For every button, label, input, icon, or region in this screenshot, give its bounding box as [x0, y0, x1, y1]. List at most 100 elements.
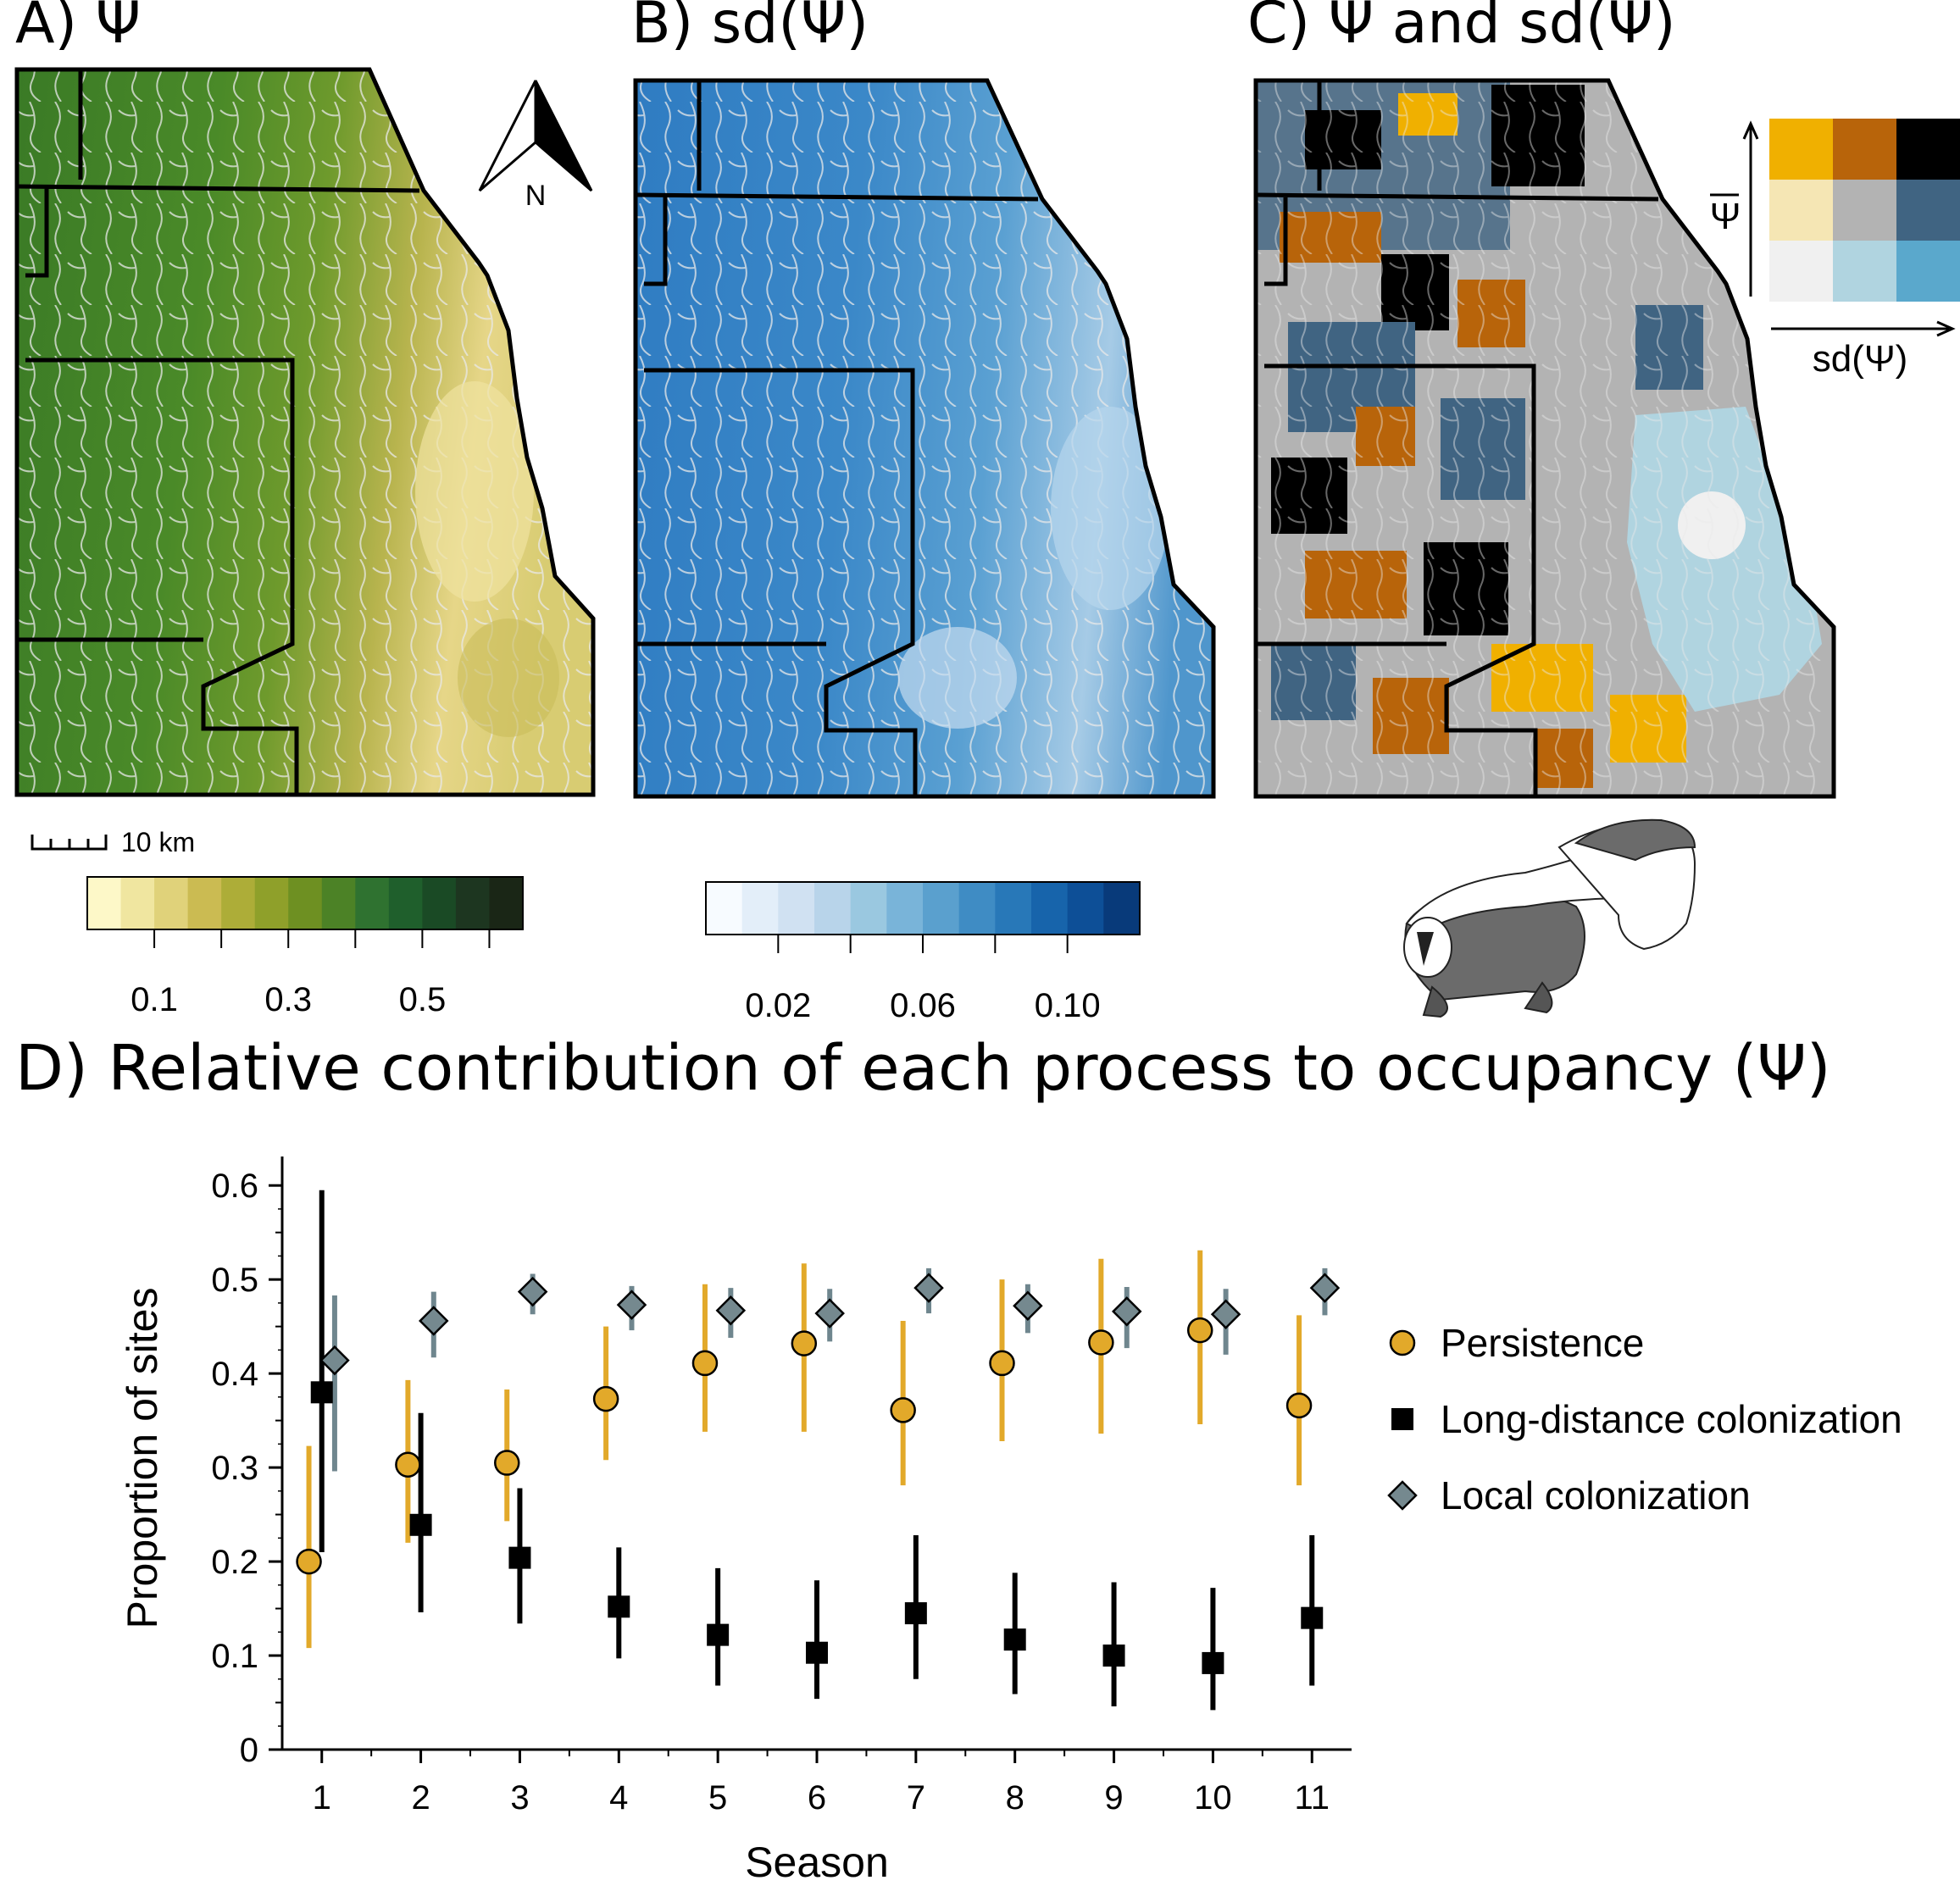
skunk-illustration — [1403, 818, 1696, 1018]
series-circle — [306, 1250, 1302, 1649]
colorbar-tick-label: 0.06 — [890, 987, 956, 1024]
y-tick-label: 0.5 — [211, 1262, 258, 1299]
colorbar-a: 0.1 0.3 0.5 — [86, 876, 524, 1018]
map-a-occupancy — [14, 67, 596, 797]
x-tick-label: 9 — [1104, 1779, 1123, 1817]
data-point-local — [715, 1295, 747, 1326]
colorbar-swatch — [355, 877, 390, 929]
bivariate-cell — [1833, 119, 1896, 180]
colorbar-frame — [86, 876, 524, 930]
data-point-local — [517, 1276, 548, 1307]
y-tick-label: 0.2 — [211, 1544, 258, 1581]
y-tick-label: 0.3 — [211, 1450, 258, 1487]
map-c-bivariate — [1253, 78, 1836, 799]
colorbar-swatch — [1067, 882, 1104, 935]
colorbar-swatch — [850, 882, 887, 935]
x-tick-label: 1 — [313, 1779, 331, 1817]
data-point-persistence — [1186, 1317, 1213, 1344]
data-point-local — [1013, 1290, 1043, 1321]
x-tick-label: 6 — [808, 1779, 826, 1817]
legend-label: Local colonization — [1441, 1473, 1751, 1517]
chart-legend: Persistence Long-distance colonization Loc… — [1387, 1321, 1902, 1517]
bivariate-cell — [1769, 119, 1833, 180]
colorbar-swatch — [706, 882, 743, 935]
chart-axes: Proportion of sites Season 0 0.1 0.2 0.3 0.4… — [119, 1157, 1352, 1886]
data-point-long-distance — [1003, 1628, 1026, 1651]
data-point-local — [319, 1345, 350, 1376]
data-point-long-distance — [409, 1513, 432, 1536]
data-point-persistence — [989, 1350, 1015, 1377]
y-axis-title: Proportion of sites — [119, 1288, 166, 1629]
data-point-local — [1111, 1296, 1142, 1327]
data-point-local — [419, 1306, 449, 1336]
colorbar-swatch — [388, 877, 423, 929]
maps-area: N — [14, 67, 1960, 1024]
x-tick-label: 3 — [510, 1779, 529, 1817]
bivariate-cell — [1896, 119, 1960, 180]
y-tick-label: 0.1 — [211, 1638, 258, 1675]
data-point-long-distance — [310, 1381, 333, 1404]
x-tick-label: 7 — [907, 1779, 925, 1817]
colorbar-swatch — [154, 877, 189, 929]
bivariate-cell — [1896, 241, 1960, 302]
data-point-local — [1387, 1480, 1418, 1511]
data-point-persistence — [1285, 1392, 1313, 1419]
data-point-long-distance — [1202, 1651, 1224, 1674]
x-tick-label: 8 — [1006, 1779, 1024, 1817]
colorbar-swatch — [120, 877, 155, 929]
colorbar-swatch — [995, 882, 1032, 935]
colorbar-tick-label: 0.5 — [399, 981, 447, 1018]
x-tick-label: 4 — [609, 1779, 628, 1817]
colorbar-swatch — [422, 877, 457, 929]
x-tick-label: 2 — [411, 1779, 430, 1817]
legend-item: Long-distance colonization — [1391, 1397, 1902, 1441]
colorbar-swatch — [1103, 882, 1141, 935]
x-tick-label: 10 — [1194, 1779, 1232, 1817]
data-point-long-distance — [608, 1595, 630, 1618]
colorbar-swatch — [489, 877, 524, 929]
map-b-sd — [633, 78, 1216, 799]
colorbar-swatch — [958, 882, 996, 935]
bivariate-y-label: Ψ — [1710, 196, 1741, 237]
panel-b-title: B) sd(Ψ) — [631, 0, 869, 57]
bivariate-cell — [1896, 180, 1960, 241]
legend-item: Local colonization — [1387, 1473, 1751, 1517]
series-square — [319, 1190, 1315, 1711]
colorbar-tick-label: 0.02 — [745, 987, 811, 1024]
colorbar-swatch — [1031, 882, 1069, 935]
colorbar-swatch — [221, 877, 256, 929]
data-point-persistence — [890, 1397, 916, 1423]
bivariate-cell — [1769, 180, 1833, 241]
series-points-square — [310, 1381, 1324, 1674]
data-point-long-distance — [1391, 1408, 1413, 1430]
colorbar-swatch — [886, 882, 924, 935]
y-tick-label: 0.4 — [211, 1356, 258, 1393]
colorbar-b: 0.02 0.06 0.10 — [705, 881, 1141, 1024]
data-point-long-distance — [1102, 1645, 1125, 1667]
series-points-circle — [296, 1317, 1313, 1575]
data-point-local — [616, 1290, 647, 1320]
data-point-persistence — [791, 1330, 818, 1356]
data-point-persistence — [494, 1450, 520, 1476]
colorbar-swatch — [254, 877, 289, 929]
data-point-long-distance — [904, 1602, 927, 1625]
bivariate-cell — [1769, 241, 1833, 302]
series-points-diamond — [319, 1273, 1341, 1376]
colorbar-tick-label: 0.3 — [264, 981, 312, 1018]
data-point-long-distance — [508, 1546, 531, 1569]
bivariate-x-label: sd(Ψ) — [1813, 338, 1908, 380]
colorbar-swatch — [288, 877, 323, 929]
y-tick-label: 0 — [240, 1732, 258, 1769]
chart-d: Proportion of sites Season 0 0.1 0.2 0.3 0.4… — [119, 1157, 1902, 1886]
data-point-local — [913, 1273, 944, 1303]
colorbar-swatch — [455, 877, 490, 929]
x-tick-label: 5 — [708, 1779, 727, 1817]
colorbar-swatch — [87, 877, 122, 929]
y-tick-label: 0.6 — [211, 1168, 258, 1205]
colorbar-tick-label: 0.1 — [130, 981, 178, 1018]
panel-d-title: D) Relative contribution of each process… — [15, 1032, 1831, 1105]
data-point-local — [814, 1298, 845, 1328]
data-point-persistence — [592, 1385, 619, 1412]
scale-bar: 10 km — [31, 827, 195, 857]
data-point-persistence — [1389, 1329, 1416, 1356]
